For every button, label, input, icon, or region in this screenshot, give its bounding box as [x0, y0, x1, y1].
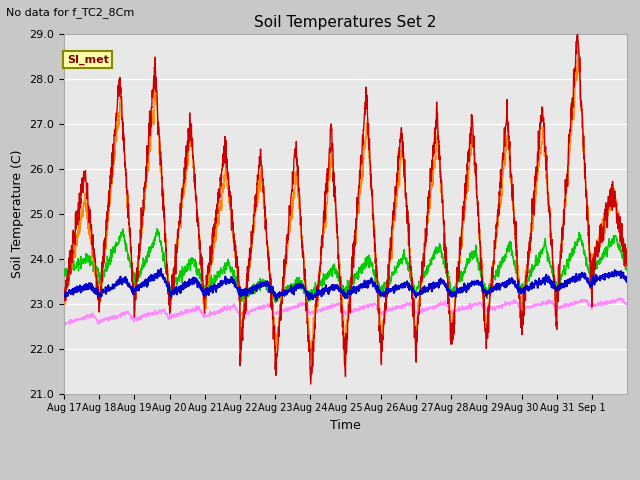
TC2_50Cm	[547, 299, 555, 304]
TC2_32Cm	[60, 292, 68, 298]
TC2_16Cm	[153, 226, 161, 232]
TC2_16Cm	[380, 285, 388, 291]
TC2_50Cm	[623, 302, 631, 308]
TC2_2Cm	[623, 251, 631, 256]
TC2_2Cm	[307, 381, 315, 387]
TC2_2Cm	[116, 84, 124, 90]
TC2_50Cm	[515, 304, 523, 310]
TC2_2Cm	[616, 226, 623, 231]
TC2_4Cm	[238, 326, 246, 332]
TC2_32Cm	[238, 291, 246, 297]
TC2_16Cm	[60, 272, 68, 277]
TC2_32Cm	[116, 278, 124, 284]
TC2_16Cm	[548, 264, 556, 269]
Text: No data for f_TC2_8Cm: No data for f_TC2_8Cm	[6, 7, 134, 18]
TC2_2Cm	[573, 22, 581, 28]
TC2_32Cm	[273, 297, 280, 303]
Y-axis label: Soil Temperature (C): Soil Temperature (C)	[11, 149, 24, 278]
TC2_16Cm	[616, 246, 623, 252]
TC2_2Cm	[515, 291, 523, 297]
TC2_50Cm	[614, 295, 622, 301]
TC2_4Cm	[616, 219, 623, 225]
TC2_50Cm	[238, 312, 246, 317]
TC2_32Cm	[380, 291, 388, 297]
TC2_4Cm	[547, 235, 555, 240]
TC2_32Cm	[616, 271, 623, 276]
Text: SI_met: SI_met	[67, 54, 109, 65]
TC2_4Cm	[60, 301, 68, 307]
TC2_16Cm	[623, 267, 631, 273]
TC2_4Cm	[380, 316, 387, 322]
TC2_2Cm	[547, 242, 555, 248]
TC2_2Cm	[238, 324, 246, 330]
Line: TC2_16Cm: TC2_16Cm	[64, 229, 627, 304]
X-axis label: Time: Time	[330, 419, 361, 432]
TC2_4Cm	[623, 259, 631, 264]
TC2_16Cm	[516, 286, 524, 291]
TC2_32Cm	[516, 286, 524, 292]
Line: TC2_50Cm: TC2_50Cm	[64, 298, 627, 326]
TC2_50Cm	[116, 312, 124, 318]
TC2_4Cm	[342, 358, 349, 364]
Title: Soil Temperatures Set 2: Soil Temperatures Set 2	[255, 15, 436, 30]
TC2_16Cm	[116, 235, 124, 240]
TC2_4Cm	[575, 48, 582, 54]
TC2_2Cm	[380, 324, 387, 329]
TC2_50Cm	[616, 297, 623, 302]
Line: TC2_32Cm: TC2_32Cm	[64, 269, 627, 300]
TC2_4Cm	[116, 104, 124, 110]
TC2_50Cm	[380, 310, 387, 316]
TC2_16Cm	[237, 301, 244, 307]
TC2_32Cm	[548, 281, 556, 287]
TC2_32Cm	[623, 276, 631, 282]
TC2_16Cm	[239, 293, 246, 299]
Line: TC2_2Cm: TC2_2Cm	[64, 25, 627, 384]
TC2_2Cm	[60, 285, 68, 290]
TC2_50Cm	[61, 323, 68, 329]
TC2_32Cm	[157, 266, 164, 272]
TC2_4Cm	[515, 286, 523, 292]
Line: TC2_4Cm: TC2_4Cm	[64, 51, 627, 361]
TC2_50Cm	[60, 322, 68, 327]
